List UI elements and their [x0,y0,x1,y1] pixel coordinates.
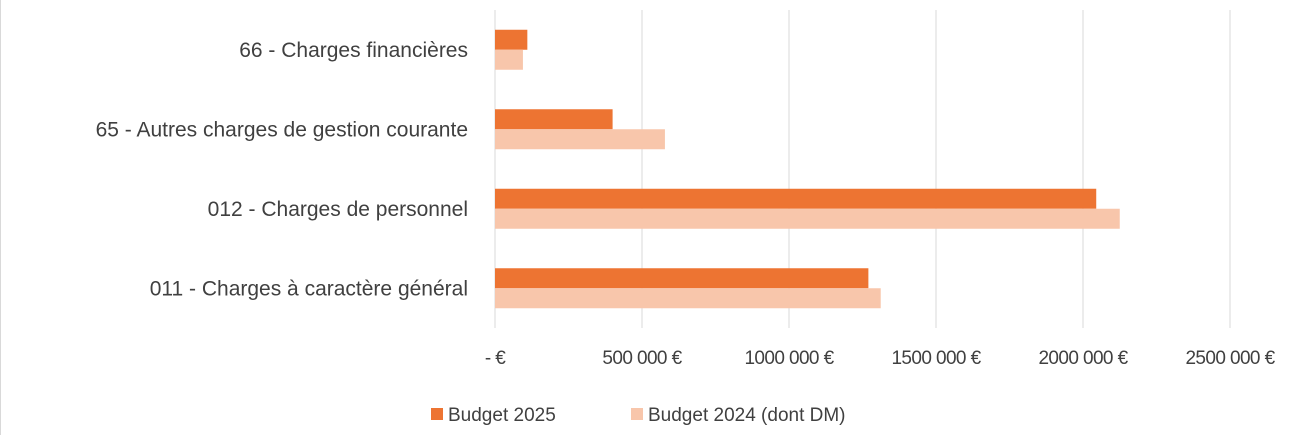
bar [495,109,613,130]
legend: Budget 2025 Budget 2024 (dont DM) [431,405,846,426]
tick-label: 500 000 € [602,348,682,369]
tick-label: - € [485,348,506,369]
x-axis-tick-labels: - € 500 000 € 1000 000 € 1500 000 € 2000 000… [485,348,1276,369]
bar [495,268,869,289]
tick-label: 2000 000 € [1038,348,1128,369]
category-label: 011 - Charges à caractère général [150,277,468,300]
bar [495,288,881,309]
legend-label: Budget 2024 (dont DM) [648,405,846,426]
bar [495,129,665,150]
tick-label: 1500 000 € [891,348,981,369]
bar [495,208,1120,229]
category-label: 012 - Charges de personnel [208,198,468,221]
category-label: 66 - Charges financières [239,39,468,62]
legend-swatch [431,408,443,420]
bar [495,49,523,70]
tick-label: 2500 000 € [1185,348,1275,369]
legend-swatch [631,408,643,420]
category-labels: 66 - Charges financières 65 - Autres char… [96,39,468,301]
category-label: 65 - Autres charges de gestion courante [96,118,468,141]
legend-label: Budget 2025 [448,405,556,426]
bars [495,29,1120,309]
bar [495,188,1097,209]
tick-label: 1000 000 € [744,348,834,369]
bar [495,29,528,50]
